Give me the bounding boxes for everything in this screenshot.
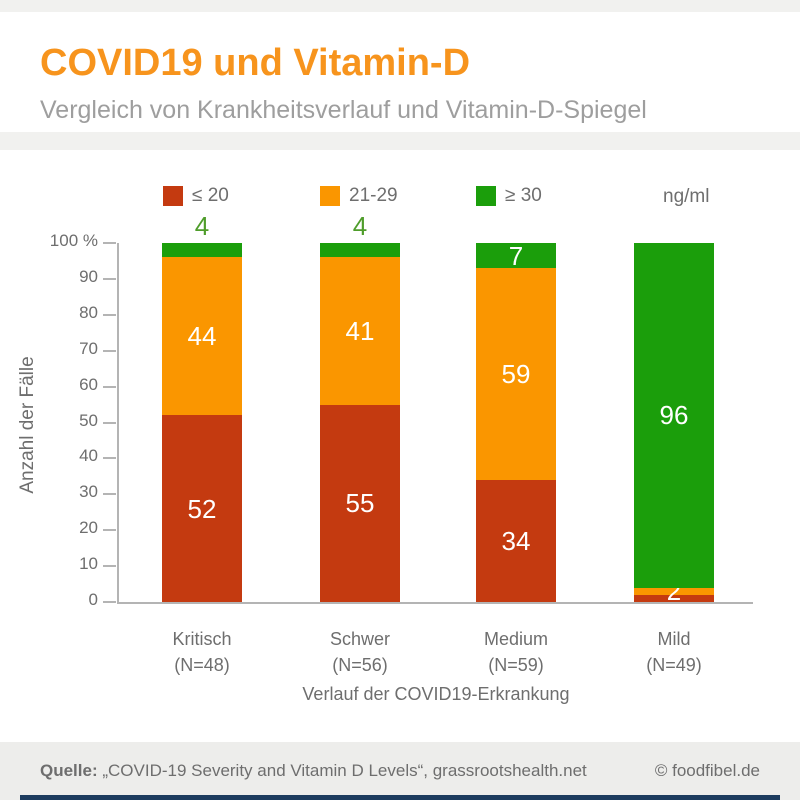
y-tick-label: 30 [79, 482, 98, 502]
legend-item-21-29: 21-29 [320, 185, 398, 207]
y-tick-mark [103, 385, 116, 388]
y-tick-label: 70 [79, 338, 98, 358]
bar-value-label: 52 [187, 493, 217, 524]
y-tick-label: 100 % [49, 231, 98, 250]
bar-segment-mild-s2 [634, 243, 714, 588]
x-axis-line [117, 602, 753, 604]
y-tick-mark [103, 313, 116, 316]
source-citation: „COVID-19 Severity and Vitamin D Levels“… [102, 761, 587, 780]
bar-segment-kritisch-s1 [162, 257, 242, 416]
category-n-count: (N=49) [646, 655, 702, 675]
category-label-mild: Mild (N=49) [594, 626, 754, 678]
chart-card: ≤ 20 21-29 ≥ 30 ng/ml Anzahl der Fälle 1… [0, 150, 800, 742]
bar-segment-medium-s1 [476, 268, 556, 480]
category-n-count: (N=56) [332, 655, 388, 675]
category-label-kritisch: Kritisch (N=48) [122, 626, 282, 678]
category-name: Medium [483, 629, 549, 649]
category-name: Schwer [329, 629, 391, 649]
bar-value-label: 96 [659, 400, 689, 431]
y-tick-label: 40 [79, 446, 98, 466]
bar-segment-kritisch-s2 [162, 243, 242, 258]
y-axis-title: Anzahl der Fälle [17, 356, 38, 494]
bar-value-label: 7 [508, 240, 524, 271]
y-tick-label: 0 [88, 590, 98, 609]
copyright-text: © foodfibel.de [654, 761, 760, 780]
bar-segment-schwer-s1 [320, 257, 400, 405]
bar-value-label: 41 [345, 315, 375, 346]
y-tick-label: 20 [79, 518, 98, 538]
y-tick-mark [103, 421, 116, 424]
y-axis-line [117, 243, 119, 604]
legend-unit-label: ng/ml [663, 186, 710, 207]
category-n-count: (N=59) [488, 655, 544, 675]
bar-value-label: 4 [194, 211, 210, 241]
y-tick-mark [103, 457, 116, 460]
legend-label-21-29: 21-29 [349, 185, 398, 206]
legend-label-le20: ≤ 20 [192, 185, 229, 206]
y-tick-mark [103, 529, 116, 532]
legend-item-le20: ≤ 20 [163, 185, 229, 207]
bar-segment-mild-s0 [634, 594, 714, 602]
page-subtitle: Vergleich von Krankheitsverlauf und Vita… [40, 96, 647, 124]
bar-value-label: 4 [352, 211, 368, 241]
category-name: Mild [657, 629, 691, 649]
y-tick-mark [103, 242, 116, 244]
y-tick-mark [103, 565, 116, 568]
y-tick-label: 60 [79, 374, 98, 394]
legend-swatch-orange [320, 186, 340, 206]
legend-item-ge30: ≥ 30 [476, 185, 542, 207]
legend-label-ge30: ≥ 30 [505, 185, 542, 206]
bar-value-label: 59 [501, 359, 531, 390]
source-label: Quelle: [40, 761, 98, 780]
header-card: COVID19 und Vitamin-D Vergleich von Kran… [0, 12, 800, 132]
category-label-medium: Medium (N=59) [436, 626, 596, 678]
legend-swatch-green [476, 186, 496, 206]
bar-segment-schwer-s0 [320, 404, 400, 602]
bar-segment-mild-s1 [634, 587, 714, 595]
bottom-accent-bar [20, 795, 780, 800]
bar-value-label: 55 [345, 488, 375, 519]
y-tick-label: 80 [79, 302, 98, 322]
x-axis-title: Verlauf der COVID19-Erkrankung [302, 684, 570, 704]
y-tick-mark [103, 493, 116, 496]
bar-segment-medium-s2 [476, 243, 556, 269]
y-tick-mark [103, 349, 116, 352]
bar-value-label: 44 [187, 321, 217, 352]
legend-swatch-red [163, 186, 183, 206]
category-name: Kritisch [172, 629, 232, 649]
y-tick-mark [103, 277, 116, 280]
y-tick-label: 10 [79, 554, 98, 574]
bar-segment-medium-s0 [476, 479, 556, 602]
category-label-schwer: Schwer (N=56) [280, 626, 440, 678]
bar-segment-schwer-s2 [320, 243, 400, 258]
bar-value-label: 34 [501, 525, 531, 556]
source-text: Quelle: „COVID-19 Severity and Vitamin D… [40, 761, 587, 781]
bar-segment-kritisch-s0 [162, 415, 242, 602]
category-n-count: (N=48) [174, 655, 230, 675]
footer-bar: Quelle: „COVID-19 Severity and Vitamin D… [0, 742, 800, 800]
y-tick-label: 50 [79, 410, 98, 430]
y-tick-label: 90 [79, 266, 98, 286]
page-title: COVID19 und Vitamin-D [40, 42, 471, 84]
y-tick-mark [103, 601, 116, 603]
